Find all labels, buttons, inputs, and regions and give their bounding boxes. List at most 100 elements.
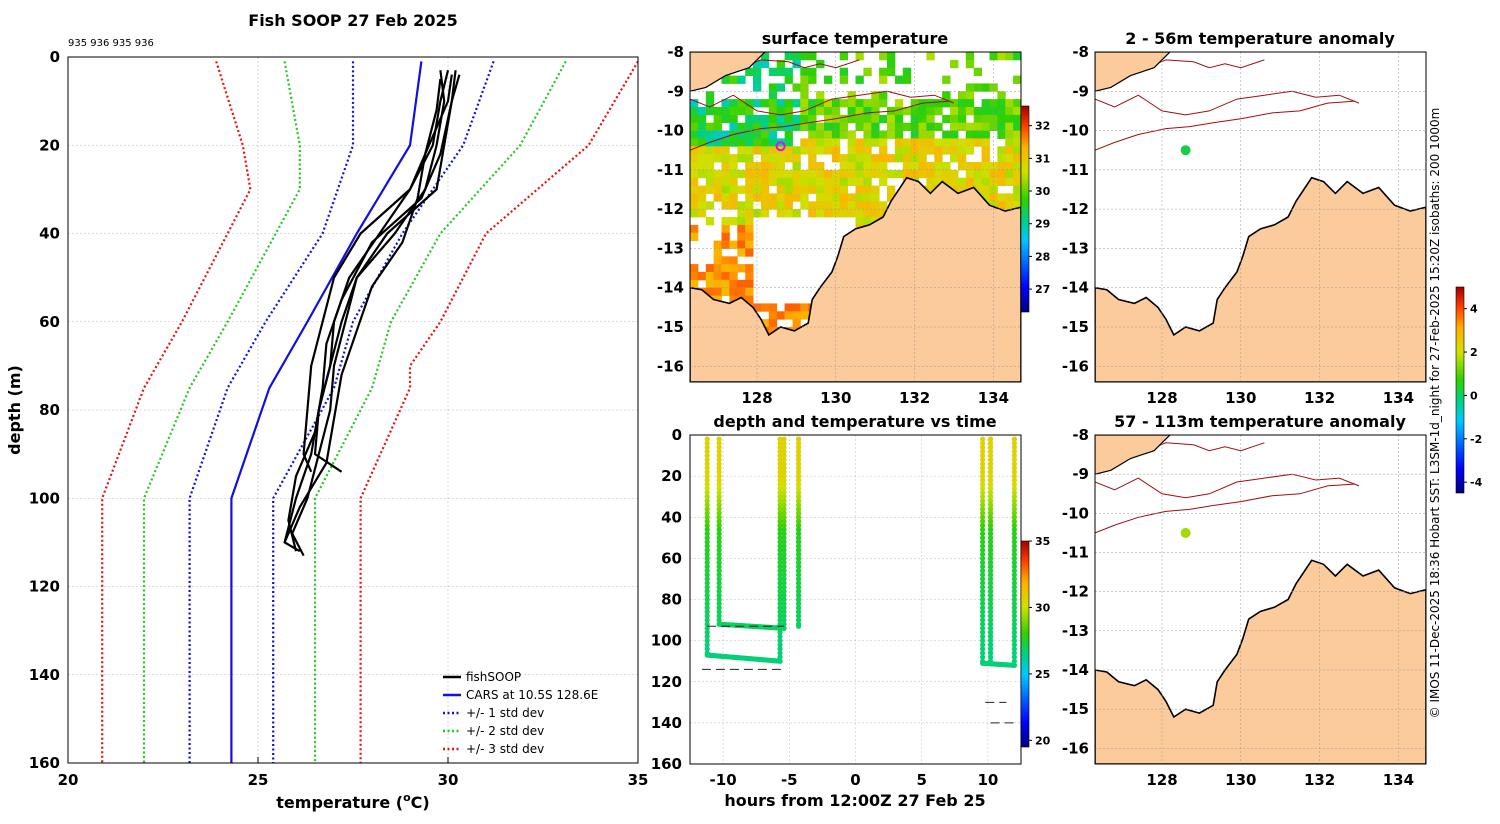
sst-pixel [808, 162, 817, 171]
cast-point [716, 605, 722, 611]
cast-point [795, 469, 802, 475]
sst-pixel [942, 114, 951, 124]
cast-point [795, 485, 802, 492]
sst-pixel [690, 185, 699, 194]
sst-pixel [690, 114, 699, 124]
surface-temp-panel: surface temperature 128 130 132 134 -8 -9 -10 -… [657, 29, 1051, 407]
cast-point [704, 555, 710, 561]
cast-point [987, 457, 994, 463]
sst-pixel [1013, 114, 1021, 124]
cast-point [781, 489, 787, 496]
sst-pixel [926, 114, 935, 124]
sst-pixel [958, 91, 967, 100]
y-tick-label: -11 [1062, 544, 1089, 562]
cast-point [704, 457, 710, 463]
sst-pixel [690, 122, 699, 131]
cast-point [980, 605, 986, 611]
sst-pixel [690, 272, 699, 281]
sst-pixel [690, 146, 699, 155]
cast-point [987, 629, 994, 636]
sst-pixel [1013, 169, 1021, 179]
cast-point [987, 535, 994, 541]
sst-pixel [950, 169, 959, 179]
cast-point [1011, 576, 1017, 582]
sst-pixel [839, 67, 848, 76]
sst-pixel [753, 83, 762, 92]
cast-point [1011, 592, 1017, 598]
surface-temp-map [690, 52, 1021, 382]
sst-pixel [776, 107, 785, 116]
cast-point [980, 498, 986, 504]
sst-pixel [887, 52, 896, 61]
cast-point [1011, 510, 1017, 516]
sst-pixel [887, 154, 896, 163]
cast-point [795, 436, 802, 442]
cast-point [777, 609, 783, 615]
cast-point [795, 518, 802, 524]
sst-pixel [792, 59, 801, 69]
cast-point [704, 481, 710, 487]
sst-pixel [690, 130, 699, 139]
sst-pixel [705, 107, 715, 116]
colorbar-tick-label: -2 [1470, 433, 1482, 446]
cast-point [716, 592, 722, 598]
sst-pixel [894, 154, 904, 163]
sst-pixel [792, 319, 801, 328]
sst-pixel [721, 130, 730, 139]
cast-point [980, 609, 986, 615]
x-tick-label: 128 [1146, 771, 1177, 789]
sst-pixel [902, 154, 912, 163]
cast-point [795, 526, 802, 533]
sst-pixel [973, 122, 982, 131]
sst-pixel [745, 67, 754, 76]
sst-pixel [729, 75, 738, 84]
cast-point [980, 642, 986, 648]
cast-point [777, 572, 783, 578]
sst-pixel [1005, 99, 1014, 108]
sst-pixel [784, 311, 793, 320]
sst-pixel [776, 154, 785, 163]
sst-pixel [965, 83, 975, 92]
sst-pixel [902, 138, 912, 147]
sst-pixel [808, 201, 817, 210]
cast-point [704, 551, 710, 557]
sst-pixel [776, 169, 785, 179]
cast-point [704, 646, 710, 652]
sst-pixel [839, 193, 848, 202]
cast-point [987, 506, 994, 512]
cast-point [980, 638, 986, 644]
cast-point [777, 465, 783, 471]
cast-point [1011, 617, 1017, 623]
cast-point [781, 436, 787, 442]
sst-pixel [863, 114, 872, 124]
cast-point [980, 494, 986, 500]
cast-point [1011, 448, 1017, 455]
isobath-line [690, 100, 951, 151]
sst-pixel [768, 169, 778, 179]
anomaly-lower-title: 57 - 113m temperature anomaly [1114, 412, 1406, 431]
sst-pixel [879, 114, 888, 124]
sst-pixel [839, 185, 848, 194]
sst-pixel [721, 272, 730, 281]
cast-point [777, 498, 783, 504]
cast-point [987, 526, 994, 533]
sst-pixel [729, 240, 738, 249]
sst-pixel [871, 201, 880, 210]
cast-point [704, 629, 710, 636]
cast-point [777, 584, 783, 590]
sst-pixel [887, 122, 896, 131]
sst-pixel [713, 177, 722, 186]
cast-point [987, 646, 994, 652]
x-tick-label: 10 [977, 771, 998, 789]
sst-pixel [997, 193, 1006, 202]
cast-point [716, 596, 722, 603]
sst-pixel [792, 146, 801, 155]
sst-pixel [784, 52, 793, 61]
sst-pixel [784, 303, 793, 312]
sst-pixel [965, 59, 975, 69]
land-mass [1095, 176, 1426, 382]
sst-pixel [926, 138, 935, 147]
sst-pixel [690, 138, 699, 147]
cast-point [980, 559, 986, 566]
cast-point [777, 494, 783, 500]
